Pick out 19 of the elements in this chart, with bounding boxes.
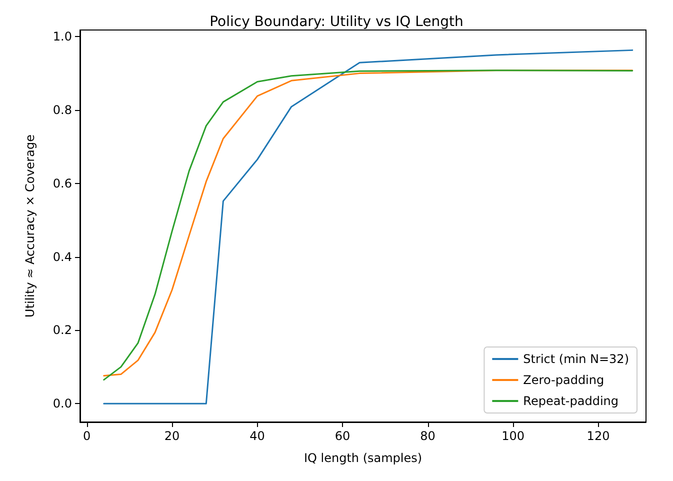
x-tick-label: 0	[83, 429, 91, 443]
legend-label: Zero-padding	[523, 373, 604, 387]
y-tick-label: 0.0	[52, 396, 72, 411]
x-tick-label: 20	[164, 429, 180, 443]
y-tick-label: 0.4	[52, 250, 72, 264]
chart-title: Policy Boundary: Utility vs IQ Length	[210, 14, 464, 30]
x-tick-label: 100	[502, 429, 524, 443]
x-tick-label: 40	[250, 429, 265, 443]
y-tick-label: 0.8	[52, 103, 72, 118]
legend-label: Repeat-padding	[523, 394, 619, 408]
x-axis-title: IQ length (samples)	[304, 451, 422, 465]
x-tick-label: 60	[334, 429, 350, 443]
x-tick-label: 120	[586, 429, 610, 443]
y-tick-label: 0.6	[52, 176, 72, 190]
y-tick-label: 1.0	[52, 30, 72, 44]
x-tick-label: 80	[420, 429, 436, 443]
y-tick-label: 0.2	[52, 323, 72, 338]
y-axis-title: Utility ≈ Accuracy × Coverage	[23, 134, 37, 318]
legend-label: Strict (min N=32)	[523, 352, 630, 366]
